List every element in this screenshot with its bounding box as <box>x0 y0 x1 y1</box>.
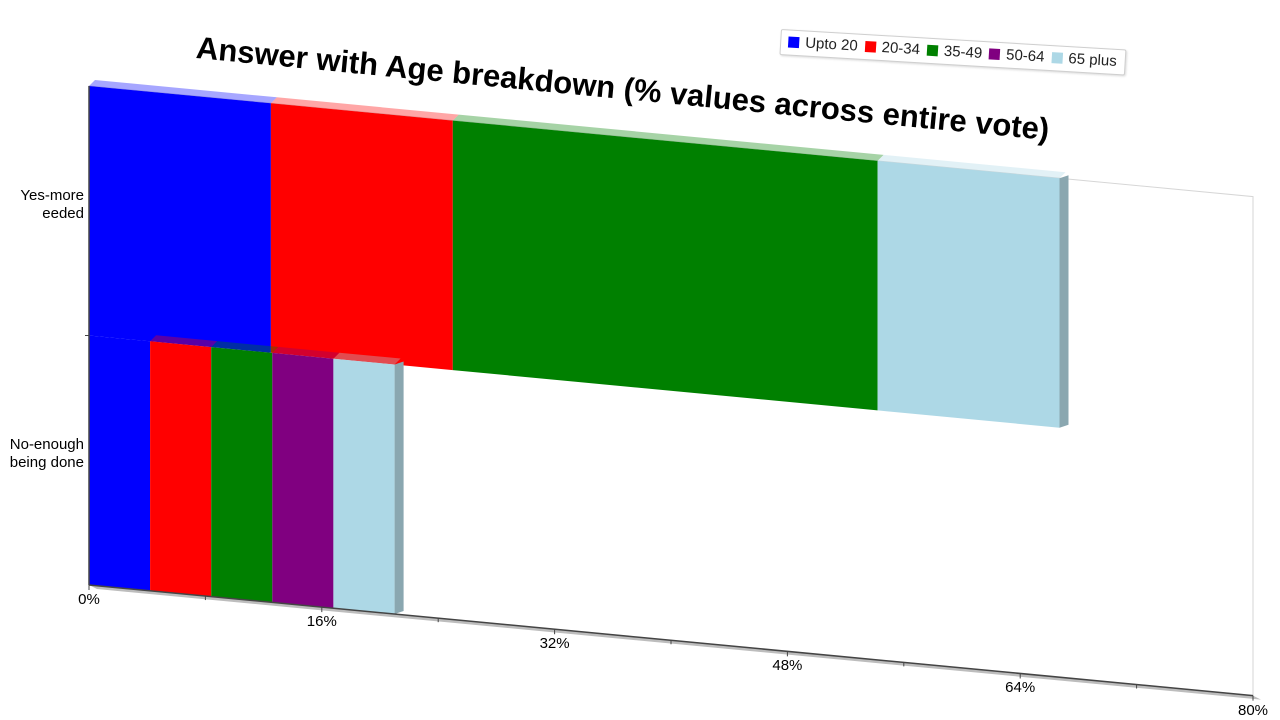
bar-cap-1-1 <box>150 335 218 348</box>
legend-swatch <box>926 44 939 57</box>
legend-item-50-64: 50-64 <box>988 45 1045 66</box>
bar-yes-35-49 <box>452 120 878 411</box>
x-tick-label: 0% <box>78 591 100 608</box>
legend-swatch <box>787 36 800 49</box>
category-label-line: being done <box>9 454 84 471</box>
legend-label: 50-64 <box>1005 46 1045 66</box>
legend-label: 35-49 <box>943 42 983 62</box>
bar-yes-65-plus <box>877 160 1060 428</box>
legend-item-20-34: 20-34 <box>864 38 920 58</box>
bar-cap-1-3 <box>272 346 340 359</box>
x-tick-label: 16% <box>306 613 337 631</box>
category-label-no: No-enough being done <box>0 436 84 472</box>
axis-floor <box>89 585 1261 700</box>
x-tick-label: 64% <box>1005 679 1036 697</box>
legend-label: Upto 20 <box>804 34 859 55</box>
bar-no-65-plus <box>333 358 395 614</box>
legend-label: 20-34 <box>881 39 921 59</box>
bar-cap-0-1 <box>270 97 459 121</box>
bar-no-upto-20 <box>89 335 151 591</box>
category-label-line: No-enough <box>9 436 84 453</box>
bar-end-side-0 <box>1059 175 1069 428</box>
legend-label: 65 plus <box>1067 50 1118 70</box>
legend-swatch <box>988 48 1001 61</box>
bar-yes-upto-20 <box>89 86 271 353</box>
bar-yes-20-34 <box>270 103 453 371</box>
x-tick-label: 48% <box>772 657 803 675</box>
legend-swatch <box>864 41 876 53</box>
x-tick-label: 80% <box>1237 701 1269 719</box>
x-tick-label: 32% <box>539 635 570 653</box>
bar-cap-0-0 <box>89 80 277 104</box>
category-label-line: eeded <box>42 205 84 222</box>
bar-no-20-34 <box>150 341 212 597</box>
category-label-yes: Yes-more eeded <box>0 187 84 223</box>
legend-swatch <box>1051 52 1063 64</box>
legend-item-65-plus: 65 plus <box>1051 49 1117 70</box>
bar-cap-1-0 <box>89 329 157 342</box>
legend-item-35-49: 35-49 <box>926 42 983 62</box>
bar-cap-1-4 <box>333 352 401 365</box>
legend-item-upto-20: Upto 20 <box>787 33 859 55</box>
bar-cap-0-4 <box>877 154 1066 179</box>
bar-no-35-49 <box>211 347 273 603</box>
bar-no-50-64 <box>272 352 334 609</box>
category-label-line: Yes-more <box>20 187 84 204</box>
bar-cap-1-2 <box>211 341 279 353</box>
bar-cap-0-2 <box>452 114 884 161</box>
bar-end-side-1 <box>394 361 404 614</box>
